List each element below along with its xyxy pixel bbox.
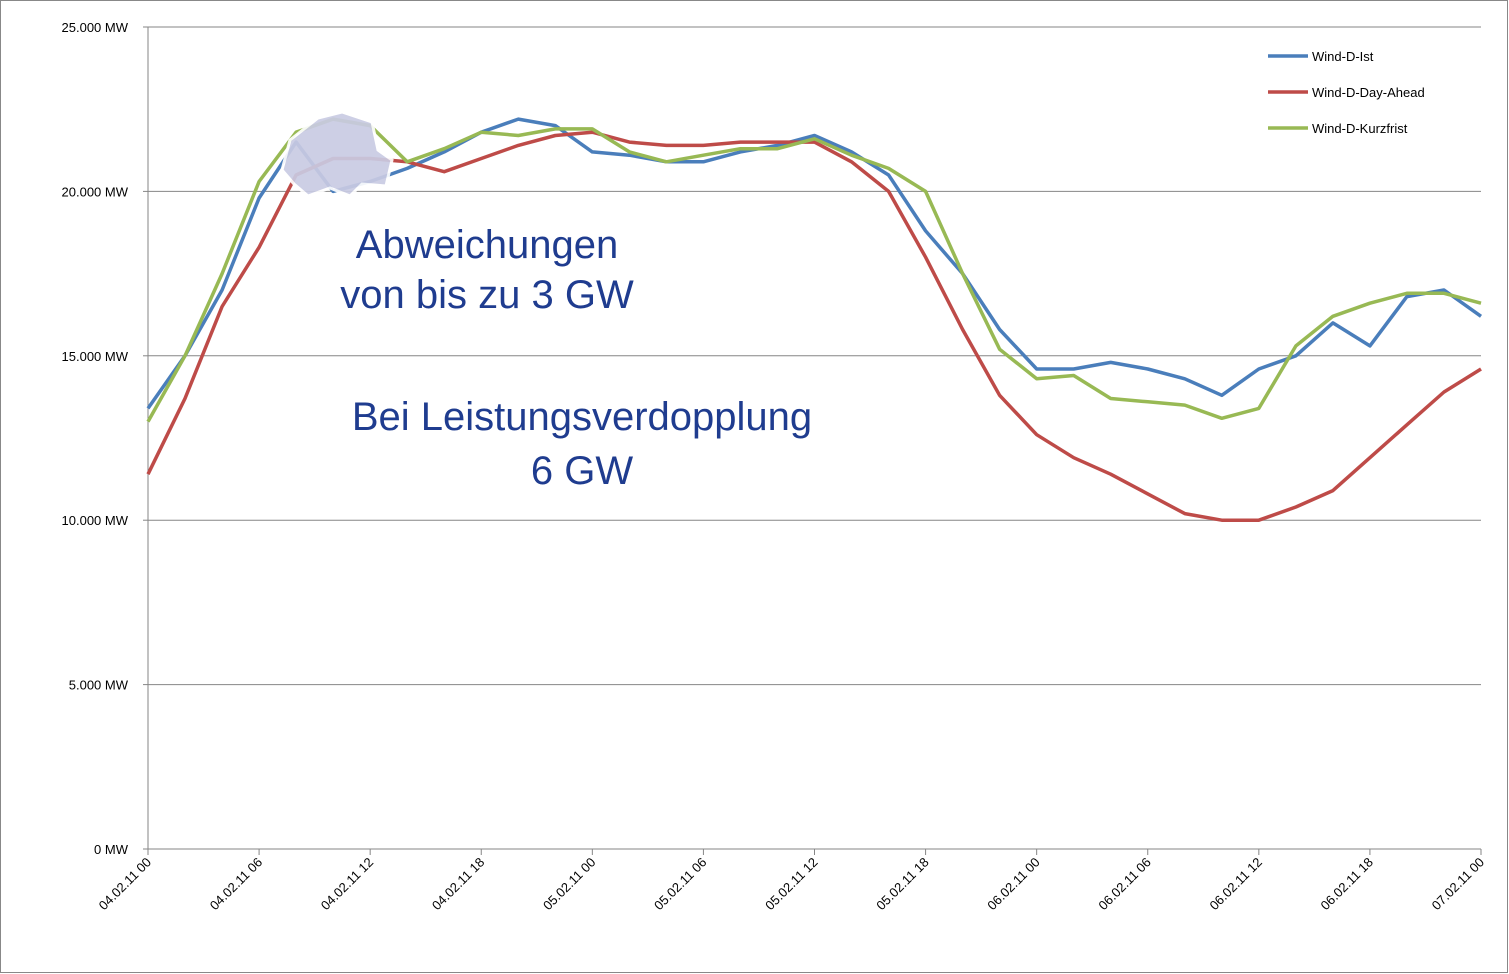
y-tick-label: 10.000 MW [62,513,129,528]
cloud-callout [280,110,394,198]
annotation: Abweichungen [356,223,618,267]
y-tick-label: 20.000 MW [62,184,129,199]
legend-label: Wind-D-Day-Ahead [1312,85,1425,100]
y-tick-label: 0 MW [94,842,129,857]
annotation: 6 GW [531,449,633,493]
y-tick-label: 5.000 MW [69,678,129,693]
y-tick-label: 25.000 MW [62,20,129,35]
legend-label: Wind-D-Kurzfrist [1312,121,1408,136]
legend-label: Wind-D-Ist [1312,49,1374,64]
annotation: von bis zu 3 GW [340,273,634,317]
y-tick-label: 15.000 MW [62,349,129,364]
annotation: Bei Leistungsverdopplung [352,395,812,439]
